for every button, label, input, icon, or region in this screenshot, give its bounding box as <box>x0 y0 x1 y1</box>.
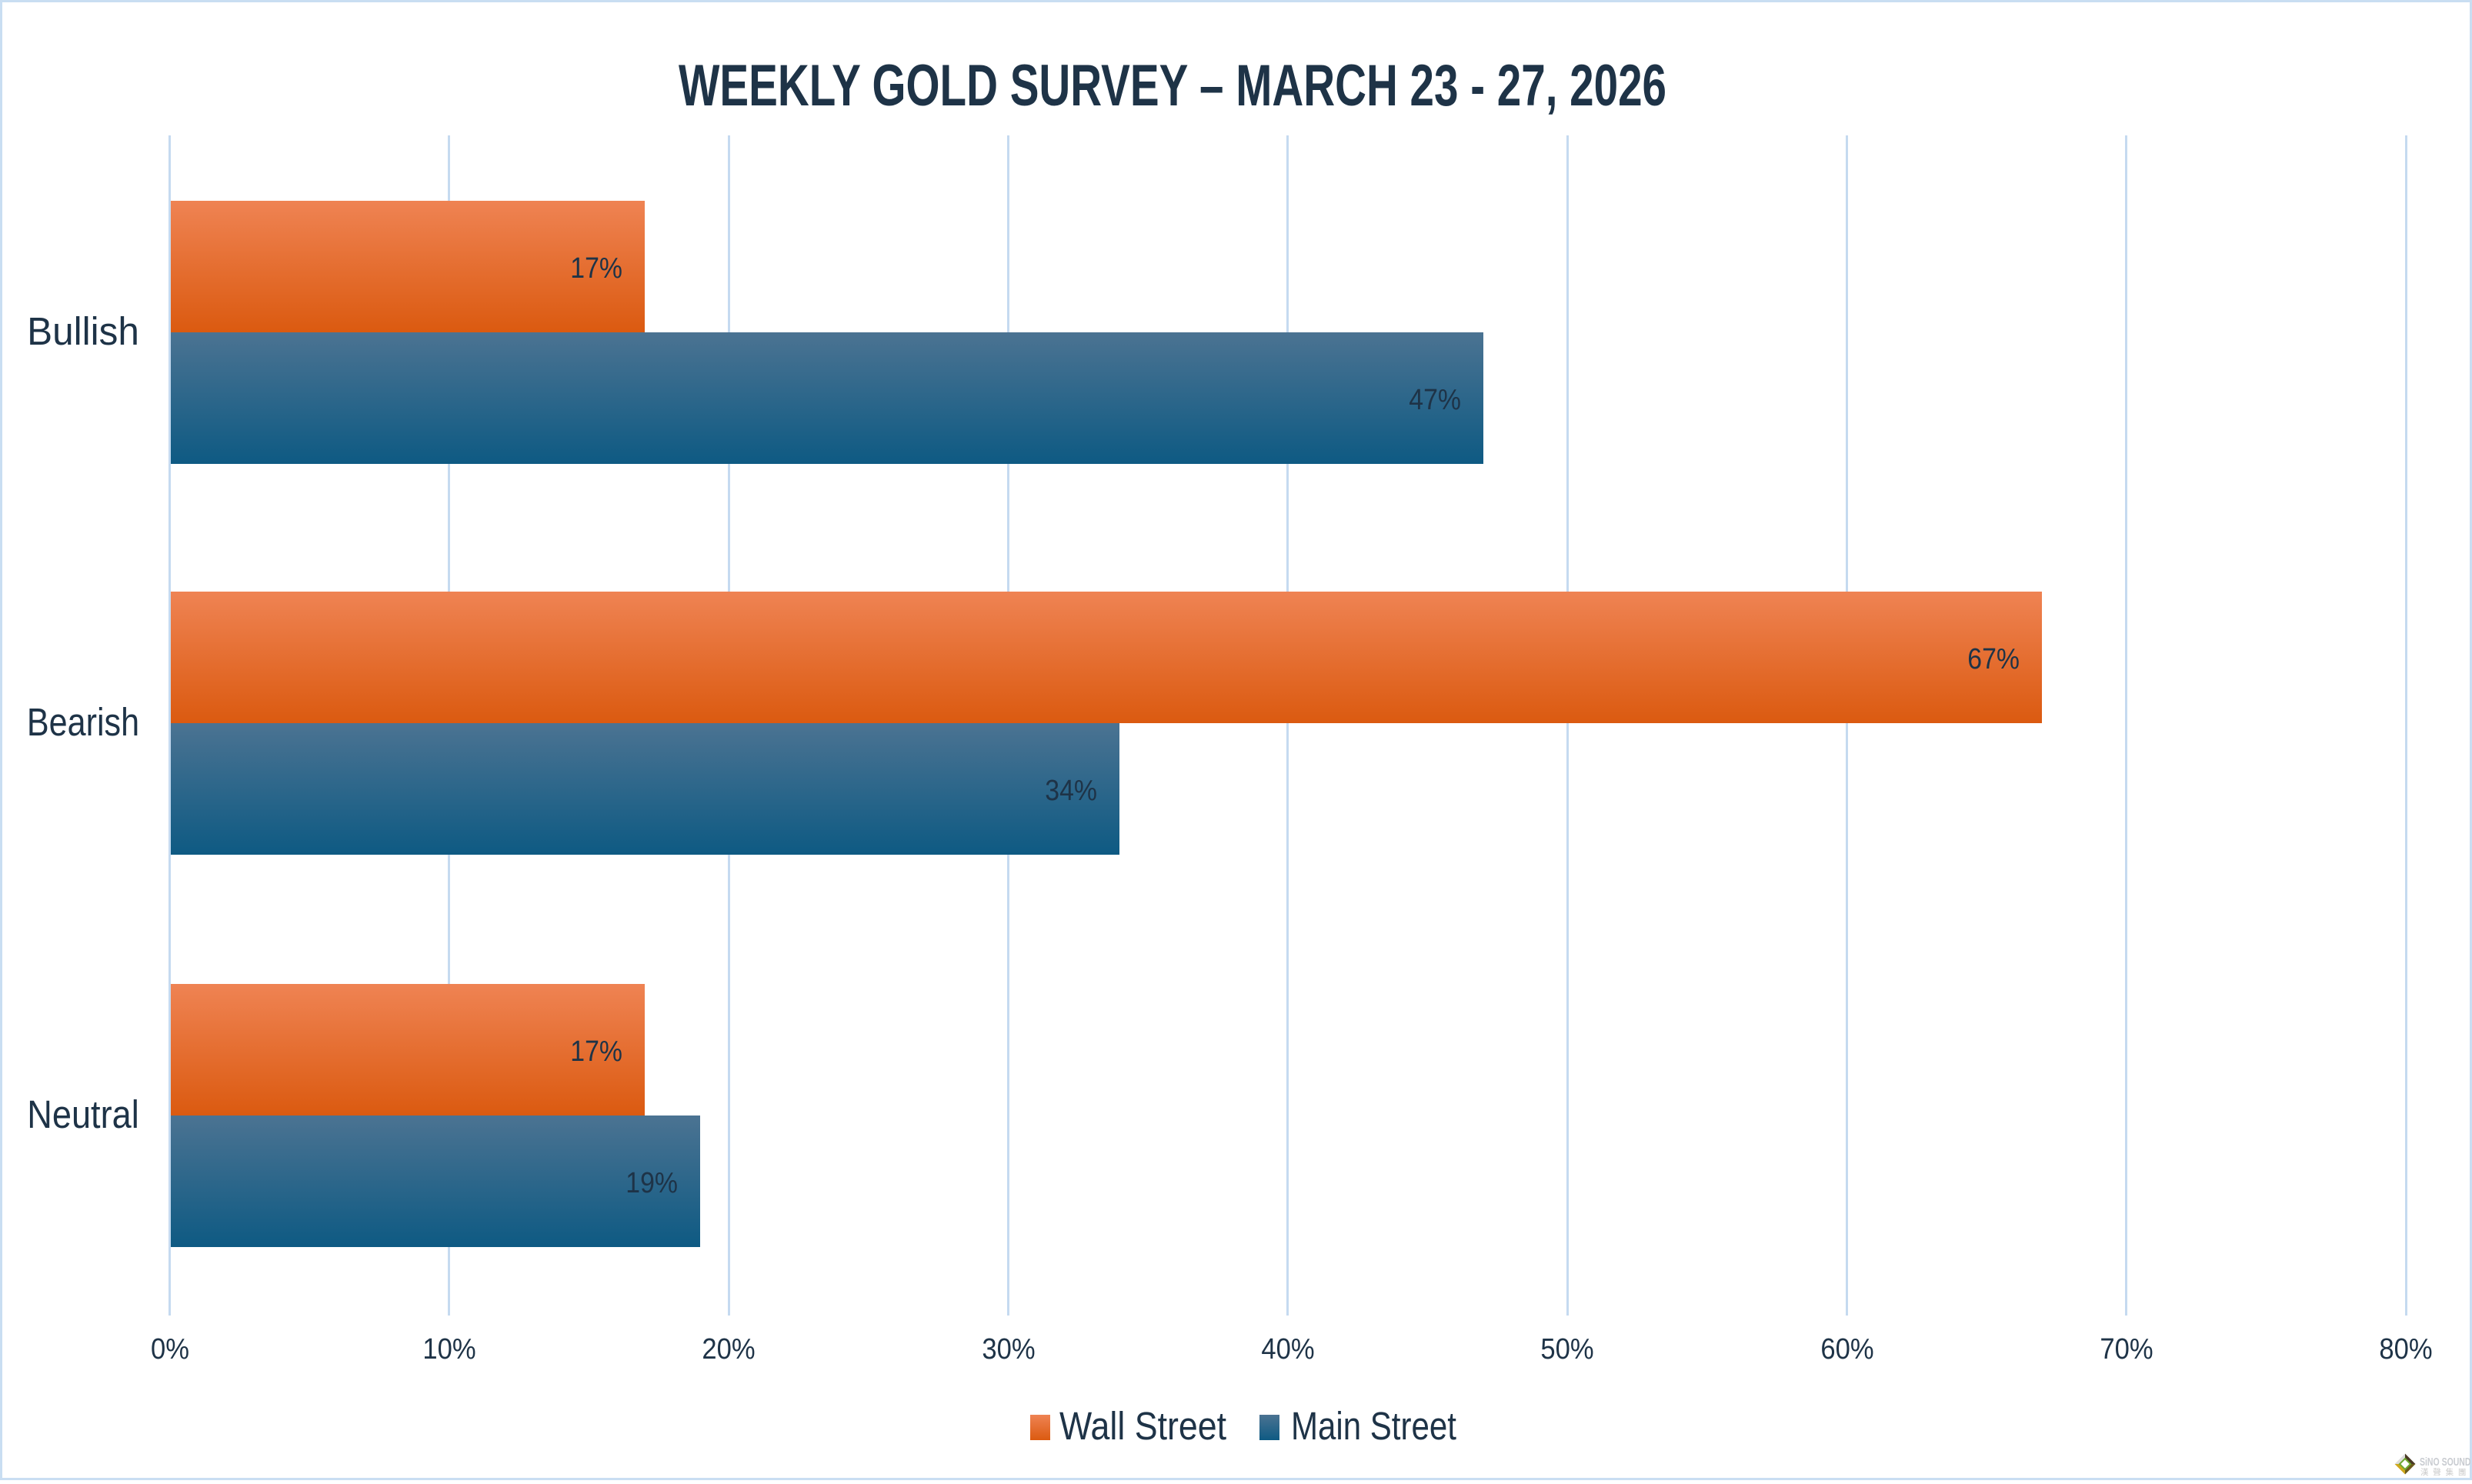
svg-text:SiNO SOUND: SiNO SOUND <box>2420 1455 2470 1468</box>
svg-text:漢聲集團: 漢聲集團 <box>2420 1467 2470 1477</box>
